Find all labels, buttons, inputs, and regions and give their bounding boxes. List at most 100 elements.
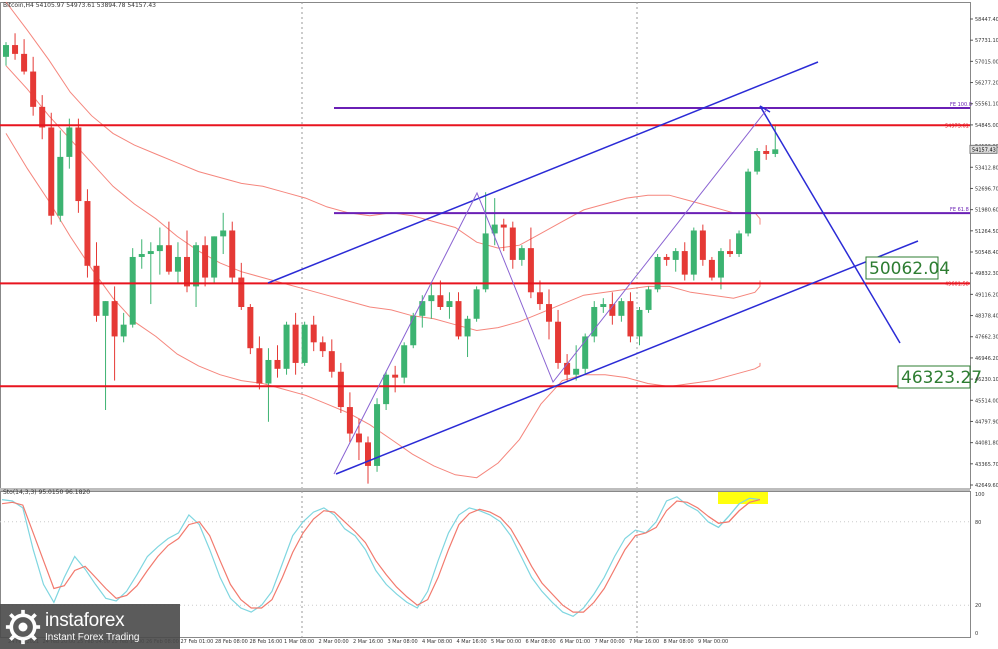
candle-body (763, 151, 770, 154)
candle (609, 292, 616, 325)
candle (727, 239, 733, 257)
time-tick-label: 1 Mar 08:00 (284, 639, 314, 645)
time-tick-label: 27 Feb 01:00 (181, 639, 214, 645)
candle-body (174, 256, 181, 272)
candle-body (147, 251, 154, 255)
candle (772, 125, 779, 158)
candle-body (283, 324, 290, 369)
bollinger-middle (5, 65, 761, 332)
candle-body (301, 324, 308, 363)
candle-body (75, 127, 82, 202)
stoch-signal-line (1, 499, 761, 613)
candle-body (455, 301, 462, 337)
candle (30, 56, 37, 116)
candle-body (48, 127, 55, 216)
candle-body (573, 368, 580, 375)
candle-body (591, 306, 598, 337)
candle-body (727, 251, 733, 255)
candle-body (546, 304, 552, 322)
candle (754, 148, 761, 175)
logo-icon (5, 609, 41, 644)
time-tick-label: 28 Feb 08:00 (215, 639, 248, 645)
price-annotation[interactable]: 50062.04 (865, 256, 950, 280)
candle-body (772, 149, 779, 154)
price-annotation[interactable]: 46323.27 (897, 365, 982, 389)
candle-body (690, 230, 697, 275)
projection-line[interactable] (759, 105, 771, 113)
candle (455, 292, 462, 340)
price-tick-label: 51980.60 (975, 208, 998, 214)
candle (365, 436, 371, 484)
price-tick-label: 55561.10 (975, 102, 998, 108)
candle (546, 289, 552, 340)
candle-body (536, 292, 543, 305)
candle (256, 336, 263, 390)
candle (346, 392, 353, 443)
trend-channel-line[interactable] (335, 240, 919, 475)
candle (636, 306, 643, 346)
candle-body (111, 301, 118, 337)
candle (3, 42, 9, 66)
candle-body (708, 259, 715, 278)
logo-tagline: Instant Forex Trading (45, 631, 140, 643)
candle (500, 218, 507, 252)
price-tick-label: 42649.60 (975, 483, 998, 489)
candle (672, 248, 679, 272)
current-price-label: 54157.43 (972, 147, 996, 153)
stochastic-panel-frame (0, 491, 971, 638)
candle-body (555, 321, 562, 363)
candle-body (256, 348, 263, 384)
stochastic-header: Sto(14,3,3) 95.0150 96.1820 (3, 489, 90, 496)
candle-body (310, 324, 317, 343)
price-tick-label: 54845.00 (975, 123, 998, 129)
candle-body (410, 315, 417, 346)
candle (328, 339, 335, 378)
time-tick-label: 6 Mar 08:00 (526, 639, 556, 645)
candle (745, 168, 752, 237)
trend-channel-line[interactable] (267, 61, 819, 284)
time-tick-label: 9 Mar 00:00 (698, 639, 728, 645)
candle-body (355, 433, 362, 443)
candle (319, 336, 326, 358)
candle (518, 245, 525, 266)
zigzag-pattern[interactable] (333, 107, 769, 475)
candle (763, 145, 770, 160)
candle (663, 254, 670, 266)
candle (600, 298, 607, 313)
price-tick-label: 45514.00 (975, 398, 998, 404)
projection-line[interactable] (759, 105, 901, 344)
candle (654, 254, 661, 293)
stoch-main-line (1, 496, 761, 617)
candle-body (138, 254, 145, 257)
price-tick-label: 53412.80 (975, 165, 998, 171)
price-tick-label: 57731.10 (975, 38, 998, 44)
candle (84, 189, 91, 278)
time-tick-label: 28 Feb 16:00 (250, 639, 283, 645)
candle (184, 230, 190, 293)
candle (193, 242, 200, 307)
candle-body (482, 233, 489, 290)
candle (708, 256, 715, 281)
time-tick-label: 4 Mar 08:00 (422, 639, 452, 645)
candle (536, 280, 543, 310)
stoch-signal-highlighted (707, 499, 761, 524)
candle-body (717, 251, 724, 278)
candle-body (582, 336, 589, 369)
candle-body (699, 230, 706, 260)
price-tick-label: 47662.30 (975, 335, 998, 341)
candle-body (12, 45, 19, 54)
candle (573, 345, 580, 381)
candle-body (383, 374, 390, 405)
candle-body (491, 224, 498, 234)
candle (292, 312, 299, 375)
price-tick-label: 52696.70 (975, 186, 998, 192)
candle-body (102, 301, 109, 316)
candle (156, 227, 163, 275)
candle-body (66, 127, 73, 157)
candle (129, 248, 136, 328)
annotation-text: 46323.27 (901, 368, 982, 388)
candle (645, 286, 652, 313)
time-tick-label: 3 Mar 08:00 (388, 639, 418, 645)
